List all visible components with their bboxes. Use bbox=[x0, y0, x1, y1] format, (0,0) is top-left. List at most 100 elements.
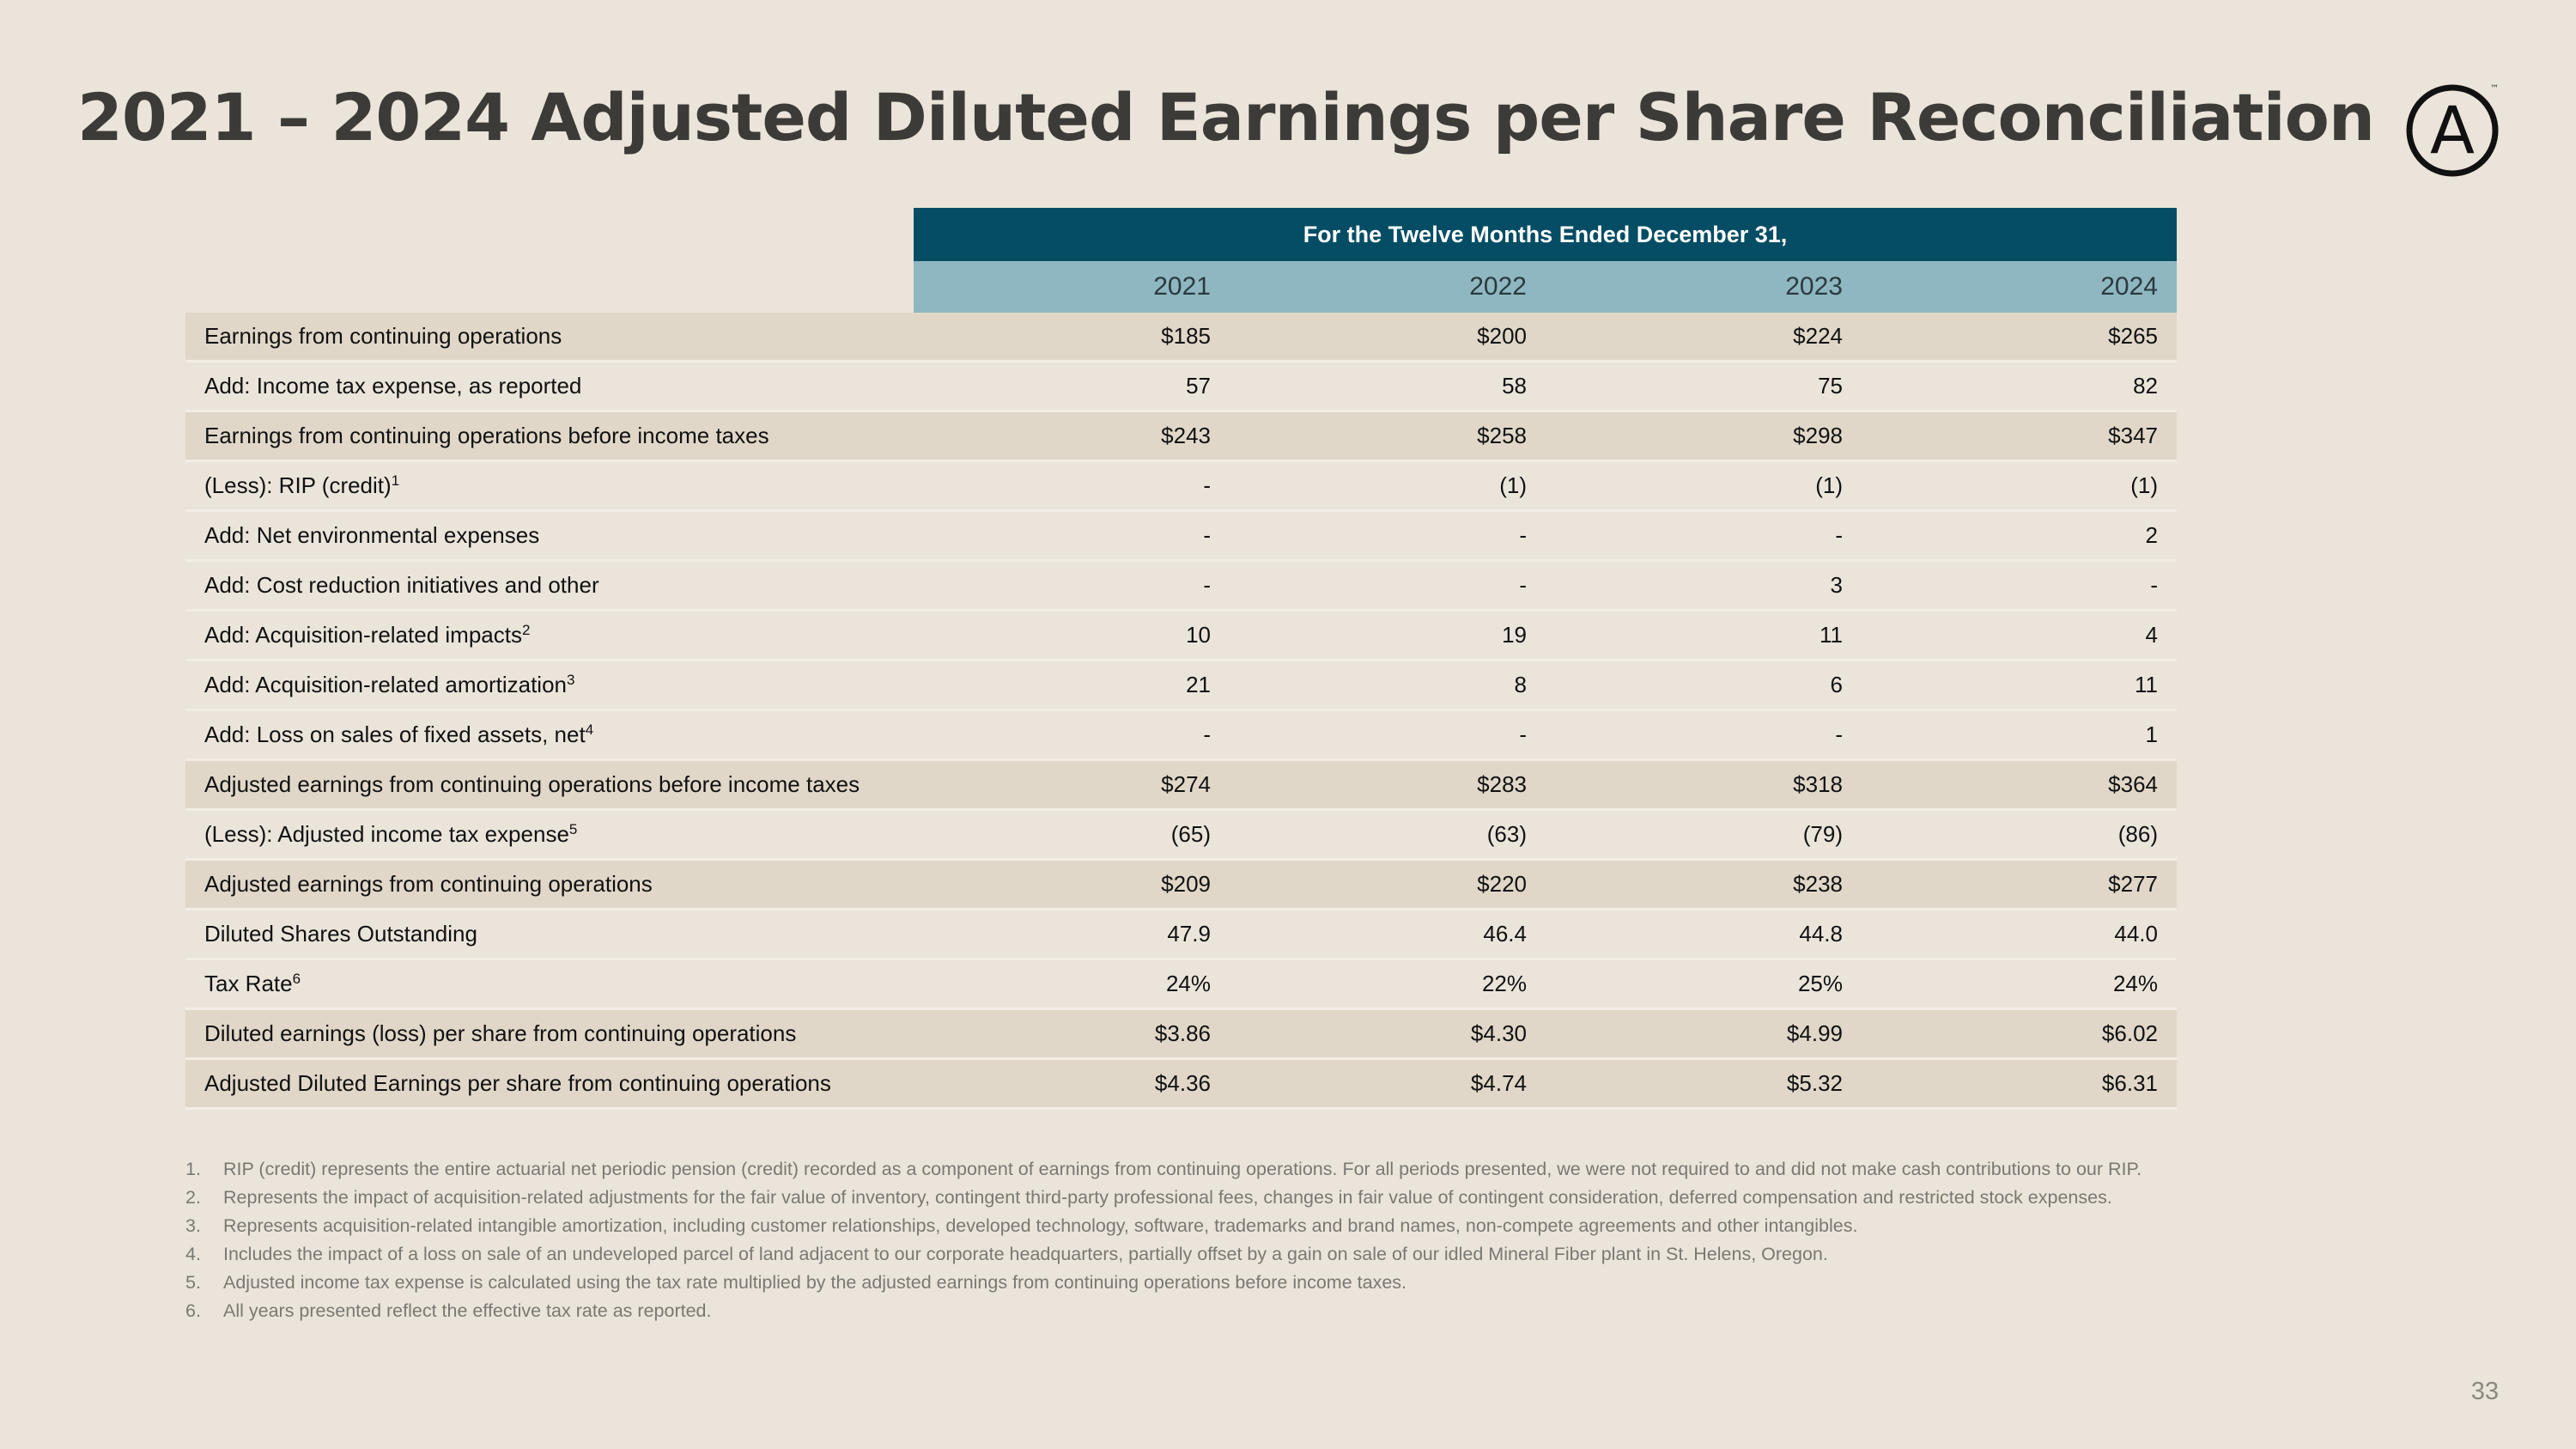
row-label-text: Earnings from continuing operations bbox=[204, 323, 562, 349]
value-cell-2021: $274 bbox=[914, 759, 1230, 811]
footnote-reference: 4 bbox=[585, 721, 594, 738]
value-cell-2024: 4 bbox=[1862, 610, 2177, 661]
row-label-text: Adjusted earnings from continuing operat… bbox=[204, 871, 653, 897]
row-label-text: Adjusted Diluted Earnings per share from… bbox=[204, 1070, 831, 1096]
value-cell-2023: - bbox=[1546, 510, 1862, 562]
footnote-number: 4. bbox=[185, 1244, 201, 1264]
logo-letter: A bbox=[2430, 92, 2475, 168]
value-cell-2023: 25% bbox=[1546, 959, 1862, 1010]
value-cell-2024: - bbox=[1862, 560, 2177, 612]
value-cell-2024: $277 bbox=[1862, 859, 2177, 910]
value-cell-2023: $238 bbox=[1546, 859, 1862, 910]
value-cell-2024: 2 bbox=[1862, 510, 2177, 562]
table-row: Diluted earnings (loss) per share from c… bbox=[185, 1008, 2177, 1060]
value-cell-2023: 75 bbox=[1546, 361, 1862, 412]
value-cell-2022: 8 bbox=[1230, 660, 1546, 711]
value-cell-2021: $209 bbox=[914, 859, 1230, 910]
value-cell-2021: $243 bbox=[914, 411, 1230, 462]
footnote-text: All years presented reflect the effectiv… bbox=[223, 1300, 712, 1321]
footnote-number: 5. bbox=[185, 1272, 201, 1293]
value-cell-2021: 10 bbox=[914, 610, 1230, 661]
footnote-reference: 5 bbox=[568, 821, 578, 837]
footnote-text: Represents the impact of acquisition-rel… bbox=[223, 1187, 2112, 1208]
value-cell-2024: $265 bbox=[1862, 313, 2177, 362]
value-cell-2023: $318 bbox=[1546, 759, 1862, 811]
row-label: Diluted Shares Outstanding bbox=[185, 909, 914, 960]
row-label-text: Add: Loss on sales of fixed assets, net bbox=[204, 721, 586, 747]
value-cell-2023: 3 bbox=[1546, 560, 1862, 612]
row-label-text: Add: Acquisition-related amortization bbox=[204, 672, 568, 697]
value-cell-2023: $4.99 bbox=[1546, 1008, 1862, 1060]
row-label: Adjusted earnings from continuing operat… bbox=[185, 859, 914, 910]
value-cell-2021: (65) bbox=[914, 809, 1230, 861]
value-cell-2024: $364 bbox=[1862, 759, 2177, 811]
value-cell-2022: 22% bbox=[1230, 959, 1546, 1010]
footnote-text: RIP (credit) represents the entire actua… bbox=[223, 1159, 2142, 1179]
value-cell-2024: (86) bbox=[1862, 809, 2177, 861]
row-label: Add: Net environmental expenses bbox=[185, 510, 914, 562]
value-cell-2022: - bbox=[1230, 709, 1546, 761]
row-label-text: (Less): RIP (credit) bbox=[204, 472, 392, 498]
value-cell-2023: $5.32 bbox=[1546, 1058, 1862, 1110]
value-cell-2021: 24% bbox=[914, 959, 1230, 1010]
value-cell-2023: 44.8 bbox=[1546, 909, 1862, 960]
footnote-number: 3. bbox=[185, 1215, 201, 1236]
row-label-text: Add: Net environmental expenses bbox=[204, 522, 540, 548]
year-header-2023: 2023 bbox=[1546, 261, 1862, 313]
value-cell-2024: 1 bbox=[1862, 709, 2177, 761]
row-label-text: Add: Income tax expense, as reported bbox=[204, 373, 582, 399]
row-label-text: Earnings from continuing operations befo… bbox=[204, 423, 769, 448]
value-cell-2023: - bbox=[1546, 709, 1862, 761]
value-cell-2024: 82 bbox=[1862, 361, 2177, 412]
value-cell-2024: $6.02 bbox=[1862, 1008, 2177, 1060]
row-label-text: Adjusted earnings from continuing operat… bbox=[204, 771, 860, 797]
row-label: Adjusted Diluted Earnings per share from… bbox=[185, 1058, 914, 1110]
period-header: For the Twelve Months Ended December 31, bbox=[914, 208, 2177, 261]
row-label-text: Add: Cost reduction initiatives and othe… bbox=[204, 572, 599, 598]
footnote-reference: 6 bbox=[292, 971, 301, 987]
value-cell-2021: $4.36 bbox=[914, 1058, 1230, 1110]
row-label: (Less): Adjusted income tax expense5 bbox=[185, 809, 914, 861]
footnote-text: Represents acquisition-related intangibl… bbox=[223, 1215, 1858, 1236]
value-cell-2022: $258 bbox=[1230, 411, 1546, 462]
footnote-text: Includes the impact of a loss on sale of… bbox=[223, 1244, 1828, 1264]
value-cell-2023: 6 bbox=[1546, 660, 1862, 711]
table-row: Tax Rate6 24% 22% 25% 24% bbox=[185, 959, 2177, 1010]
period-header-row: For the Twelve Months Ended December 31, bbox=[185, 208, 2177, 261]
value-cell-2022: $200 bbox=[1230, 313, 1546, 362]
table-row: Adjusted earnings from continuing operat… bbox=[185, 859, 2177, 910]
value-cell-2022: (63) bbox=[1230, 809, 1546, 861]
table-row: Add: Acquisition-related amortization3 21… bbox=[185, 660, 2177, 711]
value-cell-2021: - bbox=[914, 560, 1230, 612]
footnote-number: 1. bbox=[185, 1159, 201, 1179]
value-cell-2022: 46.4 bbox=[1230, 909, 1546, 960]
footnote-item: 4. Includes the impact of a loss on sale … bbox=[185, 1243, 2179, 1266]
row-label: (Less): RIP (credit)1 bbox=[185, 460, 914, 512]
company-logo: A ™ bbox=[2401, 79, 2507, 186]
value-cell-2023: $298 bbox=[1546, 411, 1862, 462]
value-cell-2022: $4.30 bbox=[1230, 1008, 1546, 1060]
value-cell-2022: 58 bbox=[1230, 361, 1546, 412]
footnote-item: 3. Represents acquisition-related intangi… bbox=[185, 1215, 2179, 1238]
value-cell-2021: 47.9 bbox=[914, 909, 1230, 960]
footnote-number: 2. bbox=[185, 1187, 201, 1208]
table-row: Adjusted Diluted Earnings per share from… bbox=[185, 1058, 2177, 1110]
page-title: 2021 – 2024 Adjusted Diluted Earnings pe… bbox=[77, 79, 2375, 155]
table-row: Add: Cost reduction initiatives and othe… bbox=[185, 560, 2177, 612]
reconciliation-table: For the Twelve Months Ended December 31,… bbox=[185, 208, 2177, 1110]
logo-trademark: ™ bbox=[2490, 84, 2499, 94]
value-cell-2023: 11 bbox=[1546, 610, 1862, 661]
table-body: Earnings from continuing operations $185 $… bbox=[185, 313, 2177, 1110]
value-cell-2021: - bbox=[914, 709, 1230, 761]
value-cell-2022: - bbox=[1230, 560, 1546, 612]
footnote-reference: 1 bbox=[391, 472, 400, 489]
value-cell-2021: 57 bbox=[914, 361, 1230, 412]
value-cell-2021: - bbox=[914, 510, 1230, 562]
row-label: Diluted earnings (loss) per share from c… bbox=[185, 1008, 914, 1060]
value-cell-2021: $185 bbox=[914, 313, 1230, 362]
value-cell-2022: (1) bbox=[1230, 460, 1546, 512]
row-label-text: Add: Acquisition-related impacts bbox=[204, 622, 522, 648]
value-cell-2023: (1) bbox=[1546, 460, 1862, 512]
year-header-2024: 2024 bbox=[1862, 261, 2177, 313]
value-cell-2024: 11 bbox=[1862, 660, 2177, 711]
